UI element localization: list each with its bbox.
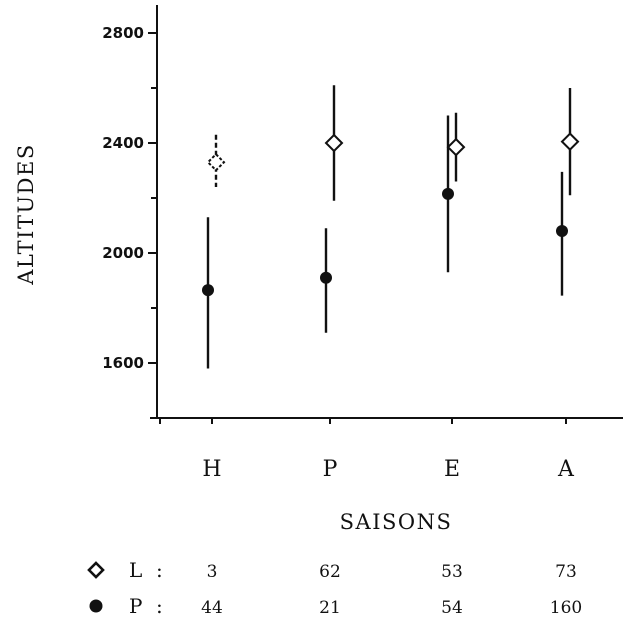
data-point-p <box>442 187 454 200</box>
data-point-p <box>320 271 332 284</box>
data-point-p <box>556 225 568 237</box>
data-point-l <box>324 133 344 153</box>
y-tick-label: 2400 <box>102 134 144 152</box>
data-point-p <box>202 284 214 297</box>
count-value: 3 <box>207 562 218 582</box>
legend-symbol-p <box>89 599 103 613</box>
count-value: 21 <box>319 598 341 618</box>
legend: L: 3 62 53 73 P: 44 21 54 160 <box>87 558 582 618</box>
legend-separator: : <box>156 594 163 618</box>
y-ticks: 1600 2000 2400 2800 <box>102 24 157 419</box>
y-tick-label: 2000 <box>102 244 144 262</box>
count-value: 44 <box>201 598 223 618</box>
y-tick-label: 1600 <box>102 354 144 372</box>
x-axis-title: SAISONS <box>340 510 453 534</box>
count-value: 62 <box>319 562 341 582</box>
count-value: 54 <box>441 598 463 618</box>
x-tick-label: E <box>444 457 460 482</box>
y-tick-label: 2800 <box>102 24 144 42</box>
data-point-l <box>446 137 466 157</box>
legend-separator: : <box>156 558 163 582</box>
axes <box>150 5 623 419</box>
x-tick-label: P <box>323 457 338 482</box>
legend-symbol-l <box>87 561 105 579</box>
count-value: 53 <box>441 562 463 582</box>
x-tick-label: A <box>557 457 575 482</box>
data-point-l <box>560 132 580 152</box>
legend-label: L <box>129 558 142 582</box>
error-bars <box>206 85 572 369</box>
count-value: 160 <box>550 598 582 618</box>
count-value: 73 <box>555 562 577 582</box>
legend-label: P <box>129 594 142 618</box>
x-tick-label: H <box>202 457 221 482</box>
data-points <box>202 132 580 297</box>
y-axis-title: ALTITUDES <box>14 143 38 285</box>
data-point-l <box>206 152 226 172</box>
